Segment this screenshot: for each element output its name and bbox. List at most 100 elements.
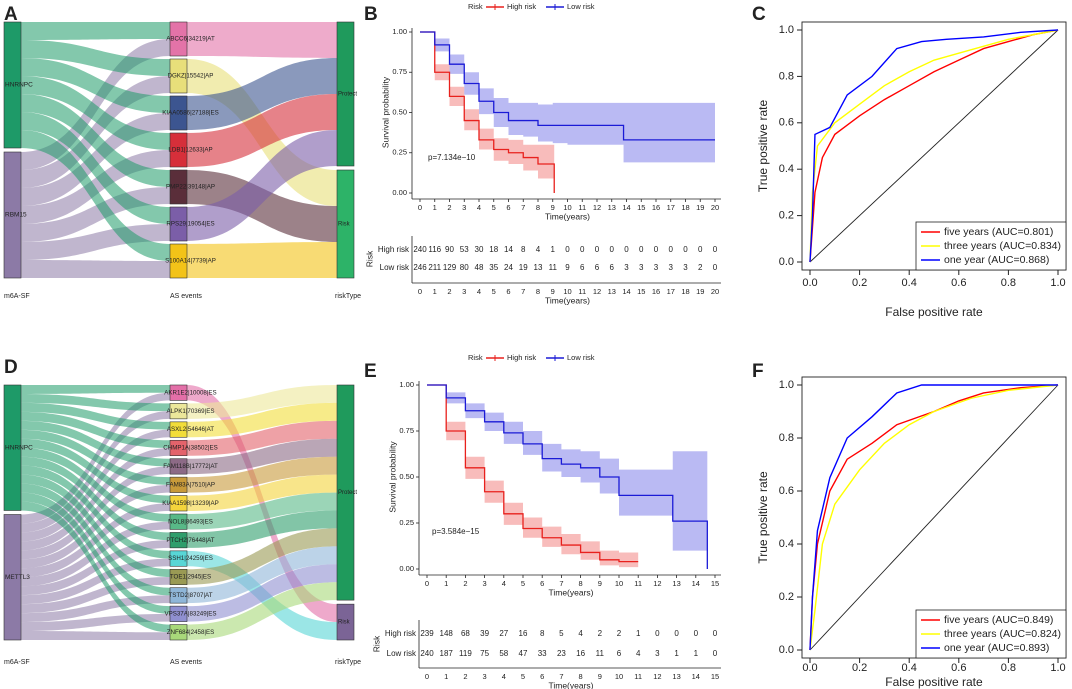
table-x-tick-label: 15 bbox=[637, 287, 645, 296]
table-cell: 18 bbox=[489, 245, 498, 254]
table-cell: 3 bbox=[654, 263, 659, 272]
table-x-tick-label: 5 bbox=[521, 672, 525, 681]
legend-label: three years (AUC=0.834) bbox=[944, 240, 1061, 252]
table-cell: 4 bbox=[536, 245, 541, 254]
x-tick-label: 8 bbox=[579, 579, 583, 588]
table-cell: 0 bbox=[713, 629, 718, 638]
x-tick-label: 10 bbox=[563, 203, 571, 212]
table-cell: 0 bbox=[713, 263, 718, 272]
sankey-node bbox=[169, 624, 188, 641]
table-cell: 0 bbox=[669, 245, 674, 254]
survival-curve bbox=[420, 31, 715, 141]
axis-label: AS events bbox=[170, 659, 202, 666]
x-tick-label: 12 bbox=[653, 579, 661, 588]
table-cell: 3 bbox=[683, 263, 688, 272]
flow-link bbox=[21, 595, 170, 623]
x-tick-label: 15 bbox=[637, 203, 645, 212]
axis-label: riskType bbox=[335, 659, 361, 666]
y-tick-label: 0.00 bbox=[392, 188, 407, 197]
node-label: AKR1E2|10008|ES bbox=[164, 389, 216, 396]
table-x-tick-label: 6 bbox=[540, 672, 544, 681]
y-tick-label: 1.00 bbox=[399, 380, 414, 389]
roc-curve bbox=[809, 384, 1058, 651]
legend-label: High risk bbox=[507, 353, 536, 362]
x-tick-label: 0.4 bbox=[902, 277, 917, 289]
table-x-tick-label: 13 bbox=[672, 672, 680, 681]
sankey-node bbox=[169, 439, 188, 457]
legend-label: Low risk bbox=[567, 2, 595, 11]
x-tick-label: 0.4 bbox=[902, 662, 917, 674]
roc-curve bbox=[809, 29, 1059, 263]
flow-link bbox=[187, 170, 337, 242]
x-tick-label: 0.8 bbox=[1001, 662, 1016, 674]
x-tick-label: 16 bbox=[652, 203, 660, 212]
table-cell: 24 bbox=[504, 263, 513, 272]
table-cell: 75 bbox=[480, 649, 489, 658]
flow-link bbox=[187, 510, 337, 548]
table-x-tick-label: 2 bbox=[463, 672, 467, 681]
table-cell: 0 bbox=[655, 629, 660, 638]
table-cell: 19 bbox=[519, 263, 528, 272]
legend-label: five years (AUC=0.849) bbox=[944, 614, 1053, 626]
table-cell: 6 bbox=[610, 263, 615, 272]
flow-link bbox=[187, 242, 337, 278]
x-tick-label: 0.0 bbox=[802, 662, 817, 674]
x-tick-label: 2 bbox=[447, 203, 451, 212]
y-tick-label: 0.25 bbox=[392, 148, 407, 157]
table-cell: 58 bbox=[499, 649, 508, 658]
x-axis-label: False positive rate bbox=[885, 305, 983, 319]
axis-label: riskType bbox=[335, 293, 361, 300]
legend-box bbox=[915, 609, 1067, 659]
table-row-label: Low risk bbox=[380, 263, 410, 272]
table-x-tick-label: 14 bbox=[622, 287, 630, 296]
x-axis-label: Time(years) bbox=[545, 211, 590, 221]
km-plot: 0.000.250.500.751.000 1 2 3 4 5 6 7 8 9 10 11 12 13 14… bbox=[371, 353, 721, 689]
sankey-node bbox=[169, 243, 188, 279]
table-cell: 0 bbox=[713, 245, 718, 254]
sankey-node bbox=[169, 605, 188, 622]
flow-link bbox=[21, 130, 170, 261]
node-label: ALPK1|70369|ES bbox=[167, 408, 215, 415]
table-cell: 211 bbox=[428, 263, 441, 272]
y-tick-label: 0.50 bbox=[399, 472, 414, 481]
roc-plot: 0.0 0.2 0.4 0.6 0.8 1.0 0.0 0.2 0.4 0.6 0.8 1.0 Fals… bbox=[756, 376, 1067, 689]
table-x-tick-label: 8 bbox=[579, 672, 583, 681]
flow-link bbox=[187, 402, 337, 438]
flow-link bbox=[21, 429, 170, 485]
x-tick-label: 0.0 bbox=[802, 277, 817, 289]
p-value: p=3.584e−15 bbox=[432, 527, 480, 536]
x-tick-label: 1.0 bbox=[1050, 277, 1065, 289]
y-tick-label: 0.0 bbox=[779, 644, 794, 656]
table-x-label: Time(years) bbox=[548, 680, 593, 689]
x-axis-label: Time(years) bbox=[548, 587, 593, 597]
table-x-tick-label: 17 bbox=[667, 287, 675, 296]
legend-box bbox=[915, 221, 1067, 271]
node-label: RBM15 bbox=[5, 212, 27, 219]
roc-plot: 0.0 0.2 0.4 0.6 0.8 1.0 0.0 0.2 0.4 0.6 0.8 1.0 Fals… bbox=[756, 21, 1067, 319]
sankey-node bbox=[169, 169, 188, 205]
flow-link bbox=[187, 130, 337, 241]
sankey-node bbox=[336, 21, 355, 167]
y-tick-label: 0.0 bbox=[779, 256, 794, 268]
km-plot: 0.000.250.500.751.000 1 2 3 4 5 6 7 8 9 10 11 12 13 14… bbox=[364, 2, 721, 305]
x-tick-label: 7 bbox=[559, 579, 563, 588]
flow-link bbox=[21, 483, 170, 596]
flow-link bbox=[21, 474, 170, 577]
node-label: KIAA1598|13239|AP bbox=[162, 500, 219, 507]
sankey-node bbox=[169, 95, 188, 131]
sankey-node bbox=[169, 384, 188, 401]
table-cell: 8 bbox=[521, 245, 526, 254]
panel-letter: E bbox=[364, 361, 377, 382]
legend-label: High risk bbox=[507, 2, 536, 11]
flow-link bbox=[187, 438, 337, 475]
panel-letter: B bbox=[364, 4, 378, 25]
sankey: HNRNPC METTL3 Protect Risk AKR1E2|10008|ES AL… bbox=[3, 384, 361, 666]
x-tick-label: 3 bbox=[483, 579, 487, 588]
x-tick-label: 19 bbox=[696, 203, 704, 212]
table-cell: 246 bbox=[413, 263, 427, 272]
table-x-tick-label: 3 bbox=[462, 287, 466, 296]
y-tick-label: 0.2 bbox=[779, 591, 794, 603]
table-cell: 53 bbox=[460, 245, 469, 254]
sankey-node bbox=[3, 151, 22, 279]
legend-label: Low risk bbox=[567, 353, 595, 362]
